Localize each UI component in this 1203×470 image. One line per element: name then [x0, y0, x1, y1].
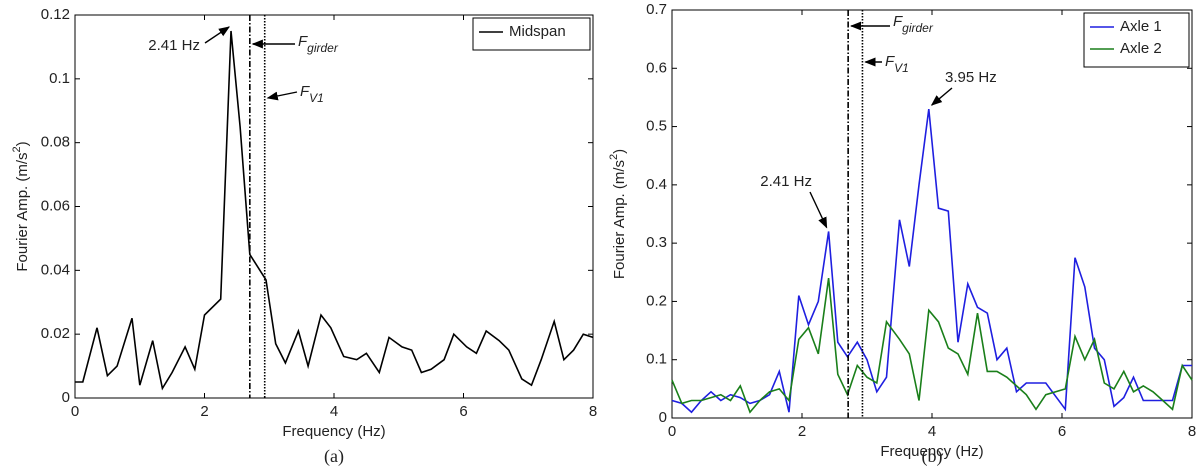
x-axis-label: Frequency (Hz) [880, 443, 983, 460]
series-line [75, 30, 594, 391]
y-tick-label: 0.02 [41, 325, 70, 342]
x-tick-label: 8 [1188, 423, 1196, 440]
annotation: 3.95 Hz [945, 69, 997, 86]
caption: (a) [324, 446, 344, 467]
x-tick-label: 0 [668, 423, 676, 440]
y-tick-label: 0.06 [41, 197, 70, 214]
y-axis-label-text: Fourier Amp. (m/s [14, 152, 31, 271]
plot-area [671, 9, 1193, 419]
reference-label-sub: girder [307, 41, 339, 55]
x-tick-label: 8 [589, 403, 597, 420]
x-tick-label: 4 [330, 403, 338, 420]
legend-label: Axle 2 [1120, 40, 1162, 57]
y-axis-label-tail: ) [611, 149, 628, 154]
y-tick-label: 0 [62, 389, 70, 406]
y-axis-label-text: Fourier Amp. (m/s [611, 160, 628, 279]
x-tick-label: 4 [928, 423, 936, 440]
x-tick-label: 2 [798, 423, 806, 440]
y-tick-label: 0.3 [646, 234, 667, 251]
chart: 0 0.02 0.04 0.06 0.08 0.1 0.12 0 2 4 6 8 Frequency (… [11, 6, 597, 467]
caption: (b) [922, 446, 943, 467]
series-line [671, 277, 1193, 414]
y-axis-label-sup: 2 [608, 154, 620, 160]
reference-label-main: F [885, 53, 895, 70]
reference-label-sub: V1 [309, 91, 324, 105]
legend [472, 17, 591, 51]
y-tick-label: 0.1 [646, 351, 667, 368]
chart: 0 0.1 0.2 0.3 0.4 0.5 0.6 0.7 0 2 4 6 8 Frequency (Hz… [608, 1, 1196, 467]
annotation: 2.41 Hz [148, 37, 200, 54]
x-tick-label: 6 [459, 403, 467, 420]
y-tick-label: 0.6 [646, 59, 667, 76]
reference-label-main: F [893, 13, 903, 30]
reference-label: FV1 [300, 83, 324, 105]
y-tick-label: 0.04 [41, 261, 70, 278]
y-tick-label: 0.2 [646, 292, 667, 309]
reference-label-sub: V1 [894, 61, 909, 75]
y-tick-label: 0.1 [49, 70, 70, 87]
legend [1083, 12, 1190, 68]
reference-label: Fgirder [893, 13, 934, 35]
annotation: 2.41 Hz [760, 173, 812, 190]
y-tick-label: 0.08 [41, 134, 70, 151]
x-tick-label: 0 [71, 403, 79, 420]
arrow [266, 91, 298, 101]
x-tick-label: 2 [200, 403, 208, 420]
reference-label: FV1 [885, 53, 909, 75]
reference-label: Fgirder [298, 33, 339, 55]
y-tick-label: 0 [659, 409, 667, 426]
y-axis-label-sup: 2 [11, 146, 23, 152]
y-tick-label: 0.12 [41, 6, 70, 23]
y-tick-label: 0.4 [646, 176, 667, 193]
annotation-arrow [930, 87, 953, 106]
reference-label-main: F [298, 33, 308, 50]
y-axis-label-tail: ) [14, 141, 31, 146]
legend-label: Axle 1 [1120, 18, 1162, 35]
x-axis-label: Frequency (Hz) [282, 423, 385, 440]
annotation-arrow [204, 26, 230, 44]
series-line [671, 108, 1192, 414]
reference-label-main: F [300, 83, 310, 100]
reference-label-sub: girder [902, 21, 934, 35]
y-axis-label: Fourier Amp. (m/s2) [11, 141, 31, 271]
y-tick-label: 0.7 [646, 1, 667, 18]
annotation-arrow [809, 191, 828, 229]
y-tick-label: 0.5 [646, 118, 667, 135]
x-tick-label: 6 [1058, 423, 1066, 440]
y-axis-label: Fourier Amp. (m/s2) [608, 149, 628, 279]
legend-label: Midspan [509, 23, 566, 40]
